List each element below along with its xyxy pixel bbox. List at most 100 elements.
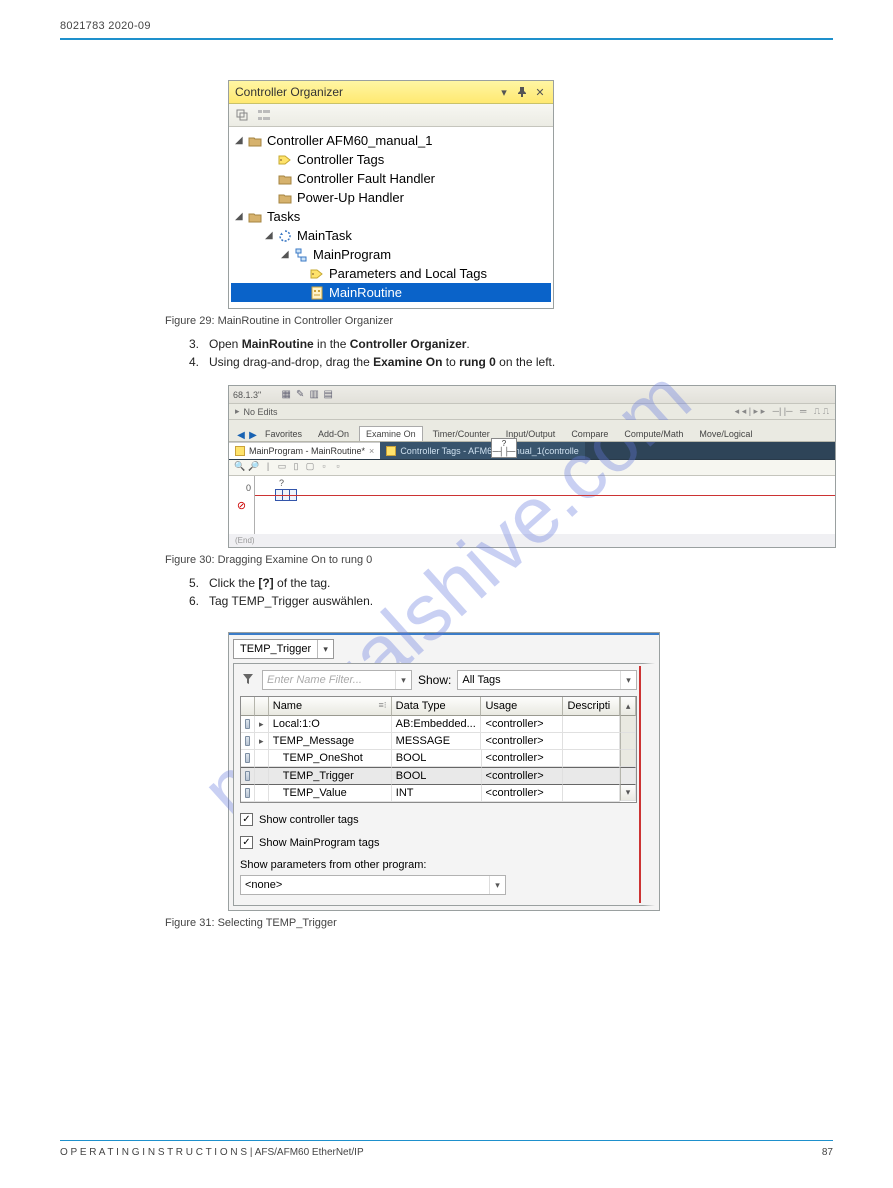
tag-value-combo[interactable]: TEMP_Trigger ▾ (233, 639, 334, 659)
doc-number: 8021783 2020-09 (60, 20, 833, 32)
editor-status-left: 68.1.3" (233, 390, 261, 400)
tree-label: Power-Up Handler (297, 190, 404, 205)
rung-gutter: 0 ⊘ (229, 476, 255, 534)
step-5: 5. Click the [?] of the tag. (189, 576, 833, 590)
toolbar-btn-1[interactable] (233, 106, 251, 124)
editor-toolbar[interactable]: ▦✎▥▤ (279, 389, 335, 400)
table-row[interactable]: ▸ TEMP_Message MESSAGE <controller> (241, 733, 636, 750)
dropdown-icon[interactable]: ▾ (497, 85, 511, 99)
tree-mainroutine[interactable]: MainRoutine (231, 283, 551, 302)
rung-end-label: (End) (229, 534, 835, 547)
grid-header: Name ≡⁝ Data Type Usage Descripti ▴ (241, 697, 636, 716)
tree-label: Tasks (267, 209, 300, 224)
col-name[interactable]: Name ≡⁝ (269, 697, 392, 716)
program-icon (293, 248, 309, 262)
chevron-down-icon[interactable]: ▾ (489, 876, 505, 894)
show-label: Show: (418, 673, 451, 687)
tree-maintask[interactable]: ◢ MainTask (231, 226, 551, 245)
no-edits-label: No Edits (244, 407, 278, 417)
caret-icon: ◢ (235, 211, 245, 222)
panel-title: Controller Organizer (235, 85, 343, 99)
panel-toolbar (229, 104, 553, 127)
table-row[interactable]: TEMP_OneShot BOOL <controller> (241, 750, 636, 767)
cycle-icon (277, 229, 293, 243)
chevron-down-icon[interactable]: ▾ (317, 640, 333, 658)
editor-tab-controllertags[interactable]: Controller Tags - AFM60_manual_1(control… (380, 442, 584, 459)
chevron-down-icon[interactable]: ▾ (395, 671, 411, 689)
instruction-preview: ? ─┤├─ (491, 438, 517, 458)
tree-label: MainTask (297, 228, 352, 243)
controller-organizer-panel: Controller Organizer ▾ ✕ ◢ Controller A (228, 80, 554, 309)
col-usage[interactable]: Usage (481, 697, 563, 716)
close-icon[interactable]: ✕ (533, 85, 547, 99)
check-controller-tags[interactable]: ✓ Show controller tags (240, 813, 637, 826)
tag-value-combo-text: TEMP_Trigger (234, 641, 317, 657)
caret-icon: ◢ (281, 249, 291, 260)
tree-controller-tags[interactable]: Controller Tags (231, 150, 551, 169)
ribbon-tab-move[interactable]: Move/Logical (693, 427, 758, 441)
tree-powerup-handler[interactable]: Power-Up Handler (231, 188, 551, 207)
pin-icon[interactable] (515, 85, 529, 99)
scroll-down-icon[interactable]: ▾ (620, 785, 636, 801)
tag-icon (309, 267, 325, 281)
editor-sub-toolbar[interactable]: 🔍🔎|▭▯▢▫▫ (229, 460, 835, 476)
ribbon-tab-examine-on[interactable]: Examine On (359, 426, 423, 441)
tree-label: Controller AFM60_manual_1 (267, 133, 432, 148)
tree-label: MainRoutine (329, 285, 402, 300)
col-datatype[interactable]: Data Type (392, 697, 482, 716)
check-mainprogram-tags[interactable]: ✓ Show MainProgram tags (240, 836, 637, 849)
rung-tag-placeholder[interactable]: ? (279, 478, 284, 488)
row-handle-icon[interactable] (245, 736, 250, 746)
tree-tasks[interactable]: ◢ Tasks (231, 207, 551, 226)
ribbon-left-arrow[interactable]: ◀ (235, 430, 247, 441)
tree-label: MainProgram (313, 247, 391, 262)
col-description[interactable]: Descripti (563, 697, 620, 716)
ribbon-right-arrow[interactable]: ▶ (247, 430, 259, 441)
tree-params-localtags[interactable]: Parameters and Local Tags (231, 264, 551, 283)
param-combo[interactable]: <none> ▾ (240, 875, 506, 895)
tag-picker-panel: TEMP_Trigger ▾ Enter Name Filter... ▾ Sh… (228, 632, 660, 911)
error-icon: ⊘ (229, 499, 254, 512)
footer-right: 87 (822, 1147, 833, 1158)
checkbox-icon[interactable]: ✓ (240, 836, 253, 849)
step-3: 3. Open MainRoutine in the Controller Or… (189, 337, 833, 351)
row-handle-icon[interactable] (245, 771, 250, 781)
show-combo[interactable]: All Tags ▾ (457, 670, 637, 690)
row-handle-icon[interactable] (245, 788, 250, 798)
editor-ribbon: ◀ ▶ Favorites Add-On Examine On Timer/Co… (229, 420, 835, 442)
footer: O P E R A T I N G I N S T R U C T I O N … (60, 1140, 833, 1158)
rung-0[interactable]: ? (255, 476, 835, 534)
caret-icon: ◢ (265, 230, 275, 241)
step-4: 4. Using drag-and-drop, drag the Examine… (189, 355, 833, 369)
ribbon-tab-favorites[interactable]: Favorites (259, 427, 308, 441)
param-label: Show parameters from other program: (240, 859, 637, 871)
table-row-selected[interactable]: TEMP_Trigger BOOL <controller> (241, 767, 636, 785)
step-6: 6. Tag TEMP_Trigger auswählen. (189, 594, 833, 608)
routine-icon (309, 286, 325, 300)
scroll-up-icon[interactable]: ▴ (620, 697, 636, 716)
tag-icon (277, 153, 293, 167)
filter-input[interactable]: Enter Name Filter... ▾ (262, 670, 412, 690)
tree-controller[interactable]: ◢ Controller AFM60_manual_1 (231, 131, 551, 150)
tab-close-icon[interactable]: × (369, 446, 374, 456)
ribbon-tab-compute[interactable]: Compute/Math (618, 427, 689, 441)
ladder-editor-panel: 68.1.3" ▦✎▥▤ ▸ No Edits ◂ ◂ | ▸ ▸ ─| |─ … (228, 385, 836, 548)
chevron-down-icon[interactable]: ▾ (620, 671, 636, 689)
fig29-caption: Figure 29: MainRoutine in Controller Org… (165, 315, 833, 327)
row-handle-icon[interactable] (245, 753, 250, 763)
ribbon-tab-addon[interactable]: Add-On (312, 427, 355, 441)
toolbar-btn-2[interactable] (255, 106, 273, 124)
ribbon-tab-timer[interactable]: Timer/Counter (427, 427, 496, 441)
tree-mainprogram[interactable]: ◢ MainProgram (231, 245, 551, 264)
editor-tab-mainroutine[interactable]: MainProgram - MainRoutine* × (229, 442, 380, 459)
tree-fault-handler[interactable]: Controller Fault Handler (231, 169, 551, 188)
row-handle-icon[interactable] (245, 719, 250, 729)
tree-label: Parameters and Local Tags (329, 266, 487, 281)
table-row[interactable]: TEMP_Value INT <controller> ▾ (241, 785, 636, 802)
ribbon-tab-compare[interactable]: Compare (565, 427, 614, 441)
panel-title-bar: Controller Organizer ▾ ✕ (229, 81, 553, 104)
table-row[interactable]: ▸ Local:1:O AB:Embedded... <controller> (241, 716, 636, 733)
filter-icon[interactable] (240, 673, 256, 688)
checkbox-icon[interactable]: ✓ (240, 813, 253, 826)
folder-icon (247, 134, 263, 148)
